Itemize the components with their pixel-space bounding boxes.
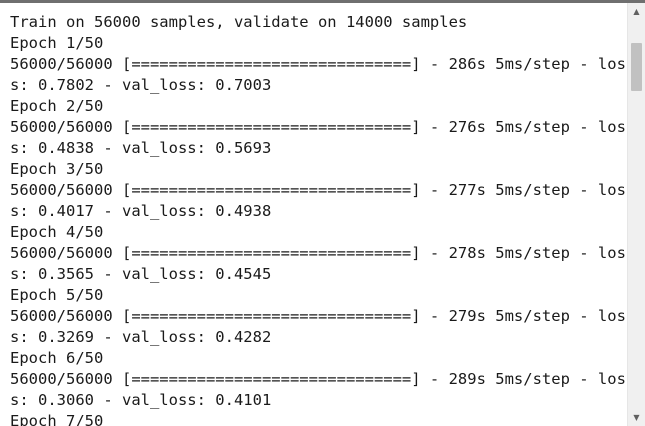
- console-line: Epoch 5/50: [10, 286, 104, 304]
- console-line: s: 0.4017 - val_loss: 0.4938: [10, 202, 272, 220]
- console-line: Epoch 4/50: [10, 223, 104, 241]
- vertical-scrollbar[interactable]: ▲ ▼: [627, 3, 645, 426]
- scroll-down-arrow-icon[interactable]: ▼: [633, 413, 640, 422]
- console-line: 56000/56000 [===========================…: [10, 55, 626, 73]
- console-text: Train on 56000 samples, validate on 1400…: [10, 12, 626, 426]
- console-line: s: 0.3269 - val_loss: 0.4282: [10, 328, 272, 346]
- console-line: 56000/56000 [===========================…: [10, 181, 626, 199]
- scroll-up-arrow-icon[interactable]: ▲: [633, 7, 640, 16]
- console-line: Epoch 7/50: [10, 412, 104, 426]
- console-output[interactable]: Train on 56000 samples, validate on 1400…: [0, 3, 627, 426]
- scroll-thumb[interactable]: [631, 43, 642, 91]
- console-line: Epoch 1/50: [10, 34, 104, 52]
- console-line: 56000/56000 [===========================…: [10, 370, 626, 388]
- console-line: Epoch 2/50: [10, 97, 104, 115]
- console-line: Epoch 3/50: [10, 160, 104, 178]
- console-line: 56000/56000 [===========================…: [10, 118, 626, 136]
- console-line: s: 0.7802 - val_loss: 0.7003: [10, 76, 272, 94]
- console-line: 56000/56000 [===========================…: [10, 307, 626, 325]
- console-line: s: 0.3565 - val_loss: 0.4545: [10, 265, 272, 283]
- console-line: s: 0.3060 - val_loss: 0.4101: [10, 391, 272, 409]
- console-line: s: 0.4838 - val_loss: 0.5693: [10, 139, 272, 157]
- window-top-border: [0, 0, 645, 3]
- console-line: 56000/56000 [===========================…: [10, 244, 626, 262]
- console-line: Train on 56000 samples, validate on 1400…: [10, 13, 468, 31]
- console-line: Epoch 6/50: [10, 349, 104, 367]
